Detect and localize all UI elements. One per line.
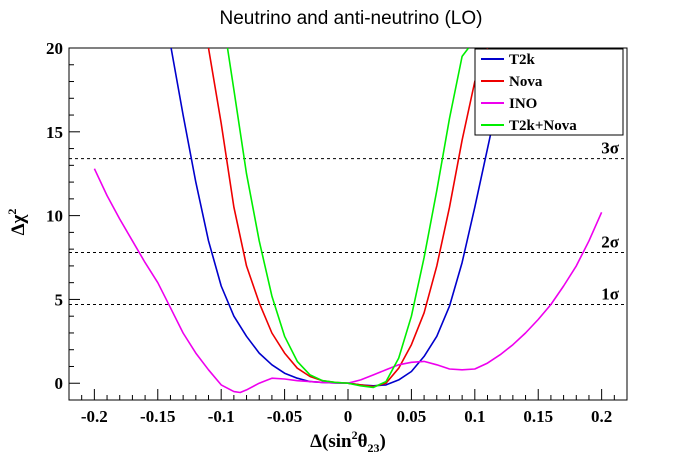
series-layer — [93, 48, 603, 394]
x-tick-label: -0.1 — [208, 407, 235, 426]
x-axis-label: Δ(sin2θ23) — [310, 428, 386, 455]
legend-label-t2k: T2k — [509, 52, 536, 68]
series-ino — [93, 168, 603, 394]
legend-label-ino: INO — [509, 96, 537, 112]
y-tick-label: 0 — [55, 374, 64, 393]
y-tick-label: 15 — [46, 123, 63, 142]
chart-title: Neutrino and anti-neutrino (LO) — [220, 8, 483, 29]
y-tick-label: 20 — [46, 39, 63, 58]
x-axis: -0.2 -0.15 -0.1 -0.05 0 0.05 0.1 0.15 0.2 — [68, 389, 628, 426]
x-tick-label: -0.05 — [267, 407, 302, 426]
ref-label-3sigma: 3σ — [601, 139, 620, 158]
x-tick-label: 0.15 — [523, 407, 553, 426]
y-tick-label: 5 — [55, 290, 64, 309]
legend: T2k Nova INO T2k+Nova — [474, 48, 624, 136]
ref-label-1sigma: 1σ — [601, 284, 620, 303]
y-axis: 0 5 10 15 20 — [46, 39, 80, 401]
series-t2k-nova — [226, 48, 470, 389]
legend-label-nova: Nova — [509, 74, 543, 90]
x-tick-label: 0.2 — [591, 407, 612, 426]
x-tick-label: 0 — [344, 407, 353, 426]
legend-box — [474, 48, 624, 136]
x-tick-label: 0.05 — [397, 407, 427, 426]
x-tick-label: -0.2 — [81, 407, 108, 426]
x-tick-label: 0.1 — [464, 407, 485, 426]
series-nova — [207, 48, 489, 388]
y-tick-label: 10 — [46, 207, 63, 226]
legend-label-t2k-nova: T2k+Nova — [509, 118, 577, 134]
x-tick-label: -0.15 — [140, 407, 175, 426]
series-t2k — [170, 48, 514, 387]
ref-label-2sigma: 2σ — [601, 232, 620, 251]
reference-lines: 1σ 2σ 3σ — [69, 139, 627, 305]
y-axis-label: Δχ2 — [5, 209, 29, 236]
